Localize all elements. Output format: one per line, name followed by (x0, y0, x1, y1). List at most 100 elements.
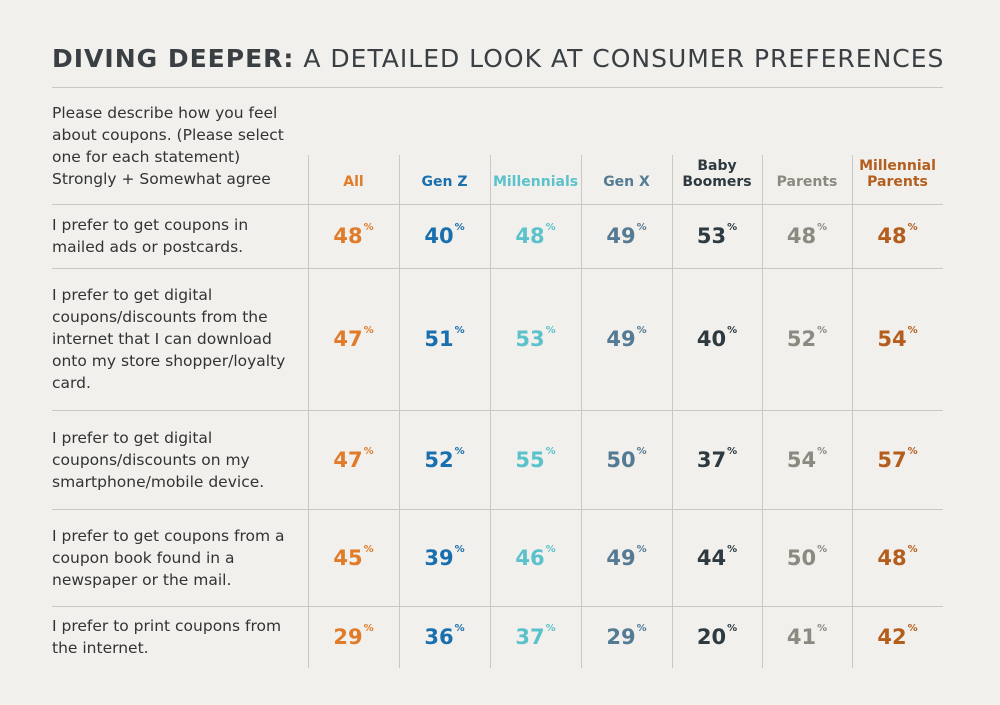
statement: I prefer to get coupons in mailed ads or… (52, 216, 249, 256)
value: 57% (877, 446, 917, 472)
value-cell: 54% (852, 268, 943, 410)
value-cell: 41% (762, 606, 852, 668)
value-unit: % (545, 325, 556, 336)
value-unit: % (545, 623, 556, 634)
value-number: 50 (786, 545, 817, 570)
value-number: 47 (333, 327, 363, 351)
value-unit: % (363, 222, 374, 233)
column-header: All (308, 155, 399, 190)
value: 20% (697, 623, 737, 649)
value-number: 40 (696, 327, 727, 351)
value-number: 54 (877, 327, 907, 351)
value: 49% (606, 222, 647, 248)
value-number: 45 (333, 545, 363, 570)
value-cell: 48% (490, 204, 581, 268)
value-number: 57 (877, 447, 907, 472)
value-number: 36 (424, 625, 454, 649)
title-rest: A DETAILED LOOK AT CONSUMER PREFERENCES (303, 44, 945, 73)
value-number: 48 (877, 224, 907, 248)
value-number: 49 (606, 224, 636, 248)
value-cell: 53% (672, 204, 762, 268)
column-header: Parents (762, 155, 852, 190)
value-number: 48 (515, 224, 545, 248)
value: 49% (606, 544, 646, 570)
value-unit: % (907, 543, 918, 555)
value-unit: % (727, 445, 738, 457)
value: 45% (333, 543, 374, 570)
value-cell: 50% (762, 509, 852, 606)
value-number: 48 (786, 224, 817, 248)
value-cell: 53% (490, 268, 581, 410)
column-divider (399, 155, 400, 668)
column-divider (852, 155, 853, 668)
value: 39% (424, 544, 464, 570)
column-label: Baby Boomers (682, 158, 752, 190)
row-divider (52, 509, 943, 510)
column-divider (490, 155, 491, 668)
value-number: 40 (424, 224, 454, 248)
title-rule (52, 87, 943, 88)
value-unit: % (454, 445, 465, 457)
value-number: 29 (606, 625, 636, 649)
column-header: Millennial Parents (852, 155, 943, 190)
column-label: Parents (776, 174, 838, 190)
value-number: 55 (515, 447, 545, 472)
column-header: Gen X (581, 155, 672, 190)
value: 49% (606, 325, 646, 351)
row-divider (52, 606, 943, 607)
value: 44% (697, 543, 738, 570)
value-number: 46 (515, 545, 545, 570)
value-cell: 45% (308, 509, 399, 606)
statement: I prefer to get coupons from a coupon bo… (52, 526, 285, 589)
value: 48% (786, 222, 828, 248)
value: 53% (696, 222, 737, 248)
value-number: 53 (696, 224, 727, 248)
value-unit: % (454, 222, 465, 233)
value-unit: % (907, 325, 918, 336)
column-divider (672, 155, 673, 668)
statement: I prefer to get digital coupons/discount… (52, 286, 286, 392)
value-unit: % (727, 543, 738, 555)
column-divider (762, 155, 763, 668)
value-cell: 48% (852, 204, 943, 268)
value-unit: % (636, 222, 647, 233)
value-unit: % (454, 623, 465, 634)
value-unit: % (817, 623, 828, 634)
value-unit: % (545, 543, 556, 555)
title: DIVING DEEPER: A DETAILED LOOK AT CONSUM… (52, 44, 944, 73)
column-header: Baby Boomers (672, 155, 762, 190)
value: 48% (515, 222, 555, 248)
row-divider (52, 204, 943, 205)
value-unit: % (817, 222, 828, 233)
value: 55% (515, 445, 556, 472)
value-cell: 42% (852, 606, 943, 668)
value: 47% (333, 446, 373, 472)
value: 46% (515, 543, 556, 570)
value-cell: 48% (762, 204, 852, 268)
row-divider (52, 268, 943, 269)
value: 52% (424, 445, 465, 472)
value-number: 47 (333, 447, 363, 472)
value: 47% (333, 325, 374, 351)
value-unit: % (636, 623, 647, 634)
value-unit: % (545, 445, 556, 457)
value-number: 52 (424, 447, 454, 472)
column-divider (308, 155, 309, 668)
value: 37% (697, 445, 738, 472)
value-unit: % (817, 325, 828, 336)
value-cell: 40% (399, 204, 490, 268)
value-number: 51 (424, 327, 454, 351)
value: 40% (696, 325, 738, 351)
value-cell: 29% (308, 606, 399, 668)
value-unit: % (363, 543, 374, 555)
column-label: Gen Z (421, 174, 468, 190)
value: 41% (787, 623, 828, 649)
value-number: 48 (877, 545, 907, 570)
value: 40% (424, 222, 465, 248)
value-unit: % (363, 325, 374, 336)
value-cell: 40% (672, 268, 762, 410)
value-unit: % (727, 325, 738, 336)
value-number: 50 (606, 447, 636, 472)
value-unit: % (907, 222, 918, 233)
